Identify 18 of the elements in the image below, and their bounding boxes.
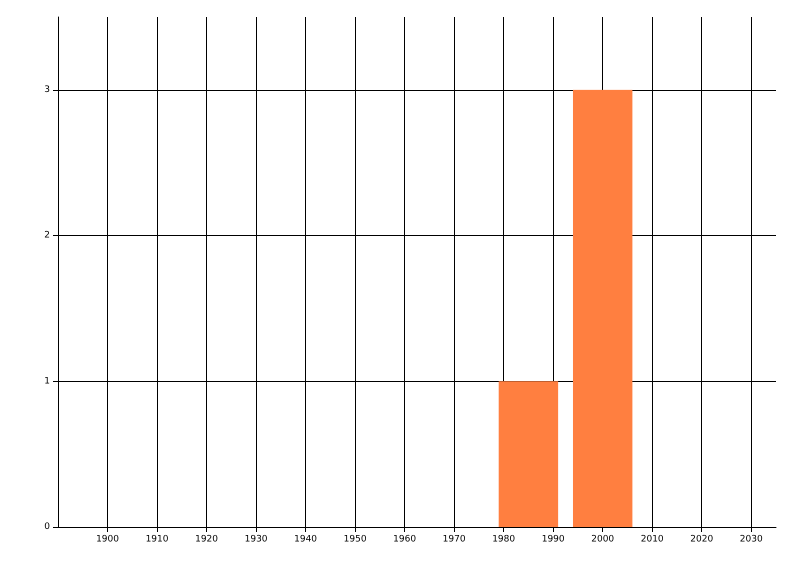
x-tick-label: 1900: [96, 534, 120, 544]
x-tick-label: 2030: [740, 534, 763, 544]
x-tick-label: 1990: [542, 534, 565, 544]
x-tick-label: 1960: [393, 534, 416, 544]
x-tick-label: 1980: [492, 534, 516, 544]
x-tick-label: 1910: [146, 534, 169, 544]
x-tick-label: 1950: [344, 534, 367, 544]
x-tick-label: 1940: [294, 534, 318, 544]
x-tick-label: 2000: [591, 534, 614, 544]
y-tick-label: 2: [44, 230, 50, 241]
x-tick-label: 2020: [690, 534, 714, 544]
x-tick-label: 1920: [195, 534, 218, 544]
y-tick-label: 0: [44, 522, 50, 532]
x-tick-label: 1930: [244, 534, 268, 544]
y-tick-label: 1: [44, 376, 50, 386]
x-tick-label: 1970: [442, 534, 466, 544]
y-tick-label: 3: [44, 84, 50, 95]
x-tick-label: 2010: [640, 534, 664, 544]
